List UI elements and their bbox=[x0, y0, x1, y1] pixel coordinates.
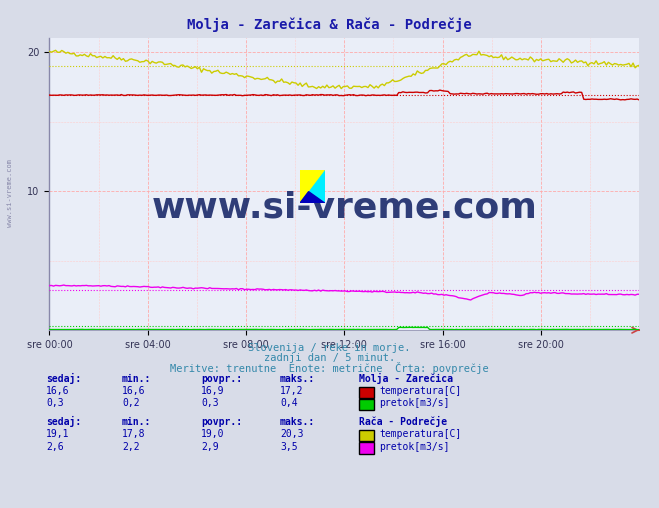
Text: www.si-vreme.com: www.si-vreme.com bbox=[7, 159, 13, 227]
Text: 0,2: 0,2 bbox=[122, 398, 140, 408]
Text: 16,6: 16,6 bbox=[122, 386, 146, 396]
Text: 2,9: 2,9 bbox=[201, 441, 219, 452]
Text: Rača - Podrečje: Rača - Podrečje bbox=[359, 416, 447, 427]
Text: zadnji dan / 5 minut.: zadnji dan / 5 minut. bbox=[264, 353, 395, 363]
Text: pretok[m3/s]: pretok[m3/s] bbox=[379, 441, 449, 452]
Text: www.si-vreme.com: www.si-vreme.com bbox=[152, 190, 537, 225]
Text: temperatura[C]: temperatura[C] bbox=[379, 429, 461, 439]
Polygon shape bbox=[300, 170, 325, 203]
Text: 2,6: 2,6 bbox=[46, 441, 64, 452]
Polygon shape bbox=[300, 192, 325, 203]
Text: sedaj:: sedaj: bbox=[46, 416, 81, 427]
Text: 17,8: 17,8 bbox=[122, 429, 146, 439]
Text: 19,1: 19,1 bbox=[46, 429, 70, 439]
Text: Molja - Zarečica: Molja - Zarečica bbox=[359, 373, 453, 384]
Text: min.:: min.: bbox=[122, 374, 152, 384]
Text: povpr.:: povpr.: bbox=[201, 417, 242, 427]
Text: Molja - Zarečica & Rača - Podrečje: Molja - Zarečica & Rača - Podrečje bbox=[187, 18, 472, 33]
Polygon shape bbox=[300, 170, 325, 203]
Text: 17,2: 17,2 bbox=[280, 386, 304, 396]
Text: 0,4: 0,4 bbox=[280, 398, 298, 408]
Text: 20,3: 20,3 bbox=[280, 429, 304, 439]
Text: Meritve: trenutne  Enote: metrične  Črta: povprečje: Meritve: trenutne Enote: metrične Črta: … bbox=[170, 362, 489, 374]
Text: maks.:: maks.: bbox=[280, 417, 315, 427]
Text: 19,0: 19,0 bbox=[201, 429, 225, 439]
Text: maks.:: maks.: bbox=[280, 374, 315, 384]
Text: 16,9: 16,9 bbox=[201, 386, 225, 396]
Text: povpr.:: povpr.: bbox=[201, 374, 242, 384]
Text: sedaj:: sedaj: bbox=[46, 373, 81, 384]
Text: 3,5: 3,5 bbox=[280, 441, 298, 452]
Text: 2,2: 2,2 bbox=[122, 441, 140, 452]
Text: 0,3: 0,3 bbox=[201, 398, 219, 408]
Text: temperatura[C]: temperatura[C] bbox=[379, 386, 461, 396]
Text: 0,3: 0,3 bbox=[46, 398, 64, 408]
Text: 16,6: 16,6 bbox=[46, 386, 70, 396]
Text: min.:: min.: bbox=[122, 417, 152, 427]
Text: Slovenija / reke in morje.: Slovenija / reke in morje. bbox=[248, 343, 411, 353]
Text: pretok[m3/s]: pretok[m3/s] bbox=[379, 398, 449, 408]
